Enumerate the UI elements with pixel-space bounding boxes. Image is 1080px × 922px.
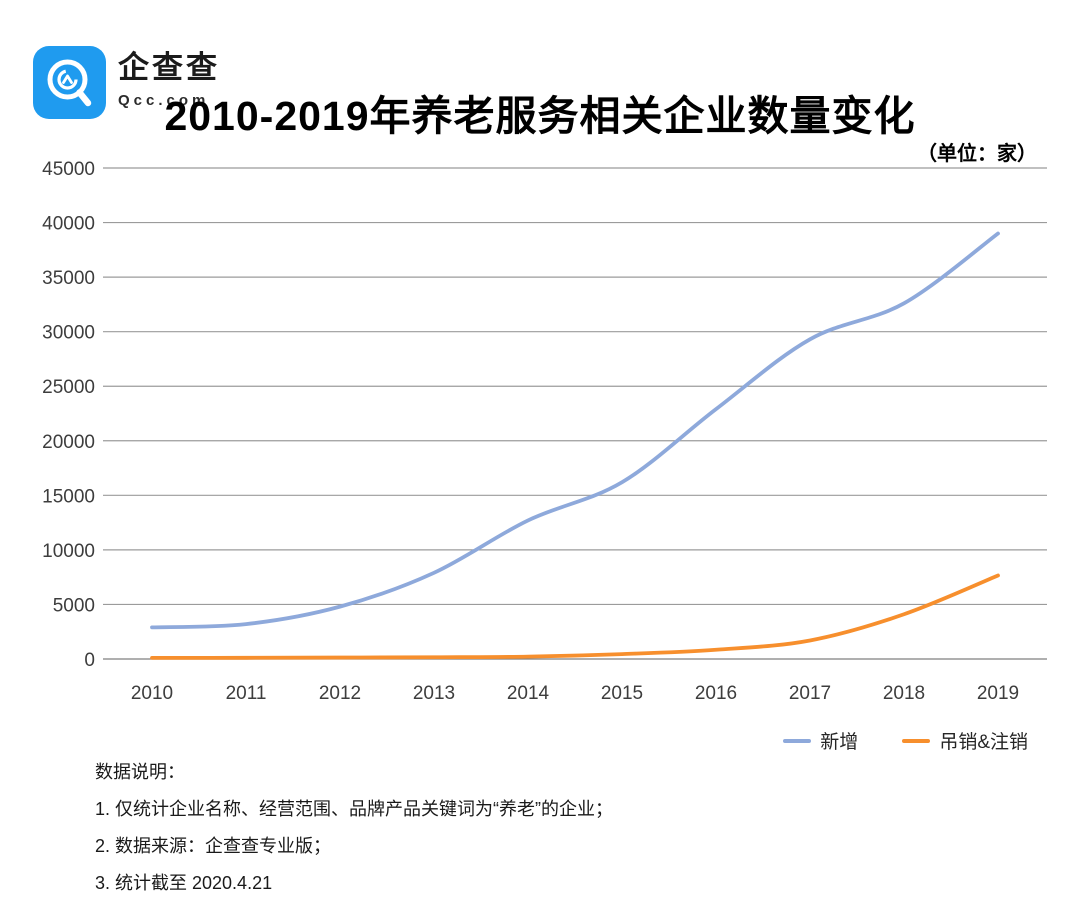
legend-label: 吊销&注销 bbox=[939, 732, 1028, 753]
chart-legend: 新增 吊销&注销 bbox=[783, 727, 1028, 754]
x-tick-label: 2018 bbox=[883, 683, 925, 704]
legend-label: 新增 bbox=[820, 732, 859, 753]
x-tick-label: 2016 bbox=[695, 683, 737, 704]
x-tick-label: 2014 bbox=[507, 683, 550, 704]
data-note: 2. 数据来源：企查查专业版； bbox=[95, 836, 332, 856]
x-tick-label: 2019 bbox=[977, 683, 1019, 704]
unit-label: （单位：家） bbox=[917, 143, 1037, 165]
page-title: 2010-2019年养老服务相关企业数量变化 bbox=[164, 93, 916, 139]
y-tick-label: 40000 bbox=[42, 214, 95, 235]
series-line-1 bbox=[150, 573, 1000, 660]
y-tick-label: 45000 bbox=[42, 159, 95, 180]
legend-swatch-icon bbox=[902, 738, 931, 743]
x-tick-label: 2011 bbox=[226, 683, 267, 704]
y-tick-label: 20000 bbox=[42, 432, 95, 453]
y-tick-label: 15000 bbox=[42, 486, 95, 507]
y-tick-label: 25000 bbox=[42, 377, 95, 398]
x-tick-label: 2015 bbox=[601, 683, 643, 704]
series-line-0 bbox=[150, 231, 1000, 630]
x-tick-label: 2010 bbox=[131, 683, 173, 704]
y-tick-label: 35000 bbox=[42, 268, 95, 289]
y-tick-label: 0 bbox=[84, 650, 95, 671]
y-tick-label: 10000 bbox=[42, 541, 95, 562]
x-tick-label: 2017 bbox=[789, 683, 831, 704]
legend-item-1: 吊销&注销 bbox=[902, 727, 1028, 754]
y-tick-label: 30000 bbox=[42, 323, 95, 344]
legend-item-0: 新增 bbox=[783, 727, 858, 754]
brand-block: 企查查 Qcc.com bbox=[33, 46, 220, 124]
brand-domain: Qcc.com bbox=[118, 92, 210, 109]
data-note: 1. 仅统计企业名称、经营范围、品牌产品关键词为“养老”的企业； bbox=[95, 799, 613, 819]
x-tick-label: 2013 bbox=[413, 683, 455, 704]
y-tick-label: 5000 bbox=[53, 595, 95, 616]
x-tick-label: 2012 bbox=[319, 683, 361, 704]
brand-name: 企查查 bbox=[118, 50, 220, 85]
legend-swatch-icon bbox=[783, 738, 812, 743]
data-notes-heading: 数据说明： bbox=[95, 762, 185, 782]
data-note: 3. 统计截至 2020.4.21 bbox=[95, 873, 273, 893]
data-notes: 数据说明： 1. 仅统计企业名称、经营范围、品牌产品关键词为“养老”的企业； 2… bbox=[95, 754, 613, 902]
brand-text: 企查查 Qcc.com bbox=[118, 46, 220, 112]
qcc-logo-icon bbox=[33, 46, 106, 124]
